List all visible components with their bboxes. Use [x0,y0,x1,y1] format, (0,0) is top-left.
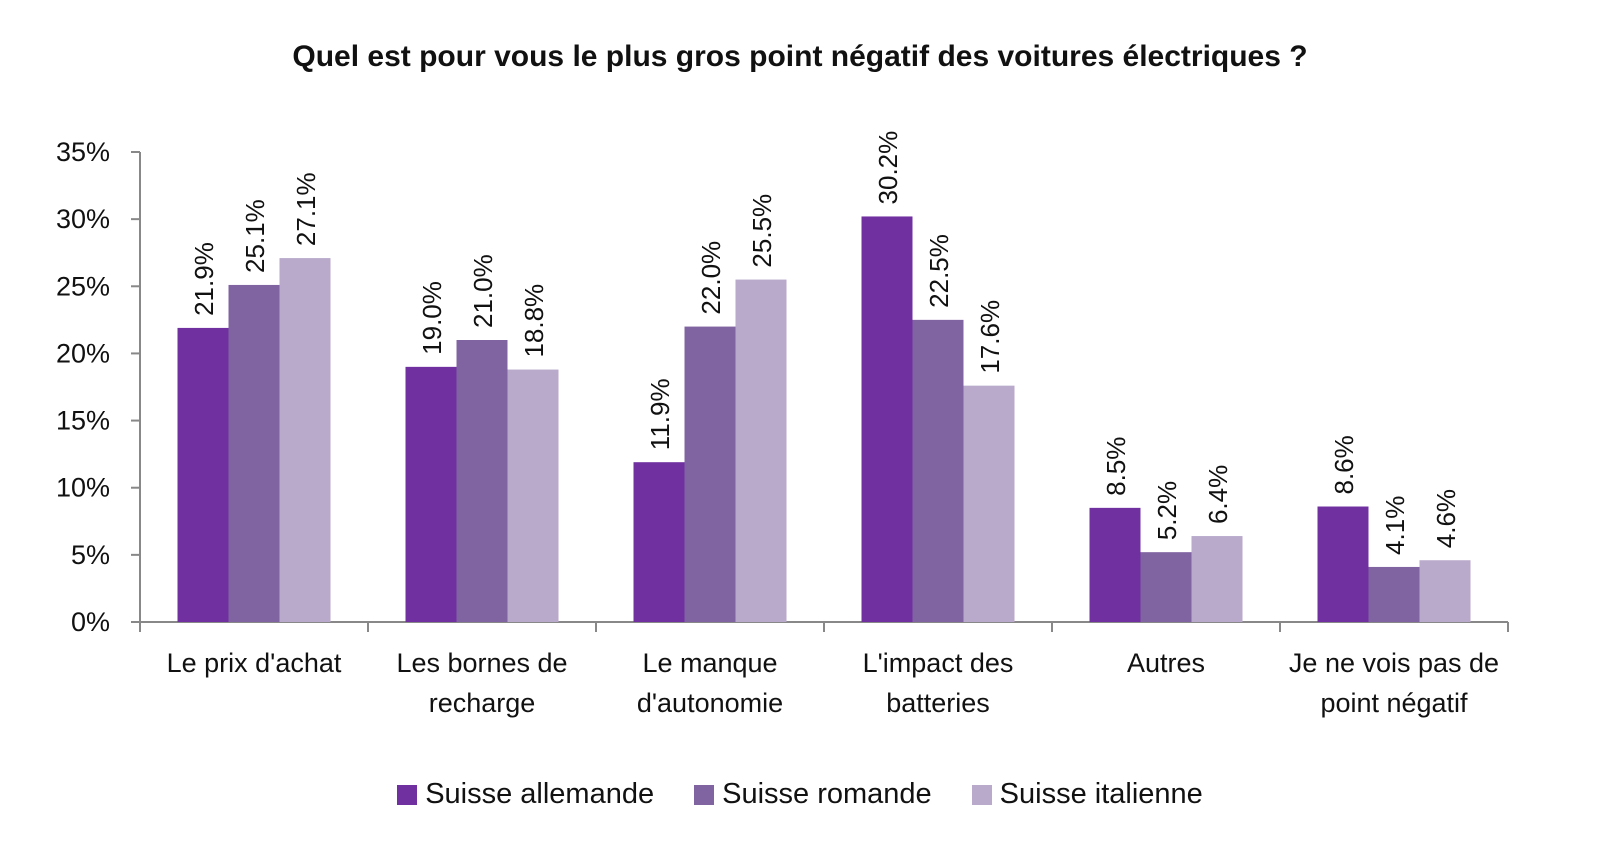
y-tick-label: 0% [71,607,110,637]
category-label: recharge [429,688,536,718]
y-tick-label: 20% [56,338,110,368]
legend-swatch [971,784,992,805]
data-label: 8.5% [1101,437,1131,496]
data-label: 4.6% [1431,489,1461,548]
bar [1089,507,1141,622]
data-label: 25.1% [240,199,270,273]
y-tick-label: 25% [56,271,110,301]
y-tick-label: 5% [71,540,110,570]
data-label: 30.2% [873,131,903,205]
legend-label: Suisse italienne [999,778,1203,810]
data-label: 21.9% [189,242,219,316]
category-label: Le prix d'achat [167,648,342,678]
category-label: d'autonomie [637,688,783,718]
data-label: 25.5% [747,194,777,268]
legend-item: Suisse romande [694,778,932,811]
chart-title: Quel est pour vous le plus gros point né… [292,40,1308,73]
bar [228,284,280,622]
legend-item: Suisse italienne [971,778,1203,811]
bar [1191,536,1243,622]
data-label: 17.6% [975,300,1005,374]
y-tick-label: 10% [56,473,110,503]
y-tick-label: 15% [56,406,110,436]
data-label: 11.9% [645,378,675,450]
y-tick-label: 35% [56,137,110,167]
data-label: 22.0% [696,241,726,315]
bar [861,216,913,622]
bar [1419,560,1471,622]
legend-item: Suisse allemande [397,778,654,811]
category-label: L'impact des [863,648,1014,678]
bar [912,319,964,622]
data-label: 8.6% [1329,435,1359,494]
bar [1140,552,1192,622]
data-label: 21.0% [468,254,498,328]
data-label: 5.2% [1152,481,1182,540]
bar [507,369,559,622]
bar [405,366,457,622]
bar [633,462,685,622]
data-label: 19.0% [417,281,447,355]
bar [735,279,787,622]
legend-label: Suisse romande [722,778,932,810]
category-label: Je ne vois pas de [1289,648,1499,678]
y-tick-label: 30% [56,204,110,234]
category-label: Le manque [642,648,777,678]
legend-swatch [694,784,715,805]
bar [684,326,736,622]
legend: Suisse allemande Suisse romande Suisse ita… [0,778,1600,811]
bar [1368,566,1420,622]
data-label: 6.4% [1203,465,1233,524]
data-label: 22.5% [924,234,954,308]
legend-swatch [397,784,418,805]
category-label: Autres [1127,648,1205,678]
data-label: 4.1% [1380,496,1410,555]
data-label: 27.1% [291,172,321,246]
legend-label: Suisse allemande [425,778,655,810]
bar [963,385,1015,622]
category-label: point négatif [1320,688,1468,718]
bar [177,327,229,622]
category-label: Les bornes de [396,648,567,678]
category-label: batteries [886,688,990,718]
bar [456,340,508,622]
bar [279,258,331,622]
data-label: 18.8% [519,284,549,358]
bar [1317,506,1369,622]
